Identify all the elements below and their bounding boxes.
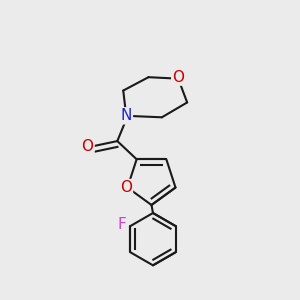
Text: O: O bbox=[172, 70, 184, 85]
Text: N: N bbox=[121, 108, 132, 123]
Text: F: F bbox=[118, 218, 126, 232]
Text: O: O bbox=[82, 139, 94, 154]
Text: O: O bbox=[120, 180, 132, 195]
